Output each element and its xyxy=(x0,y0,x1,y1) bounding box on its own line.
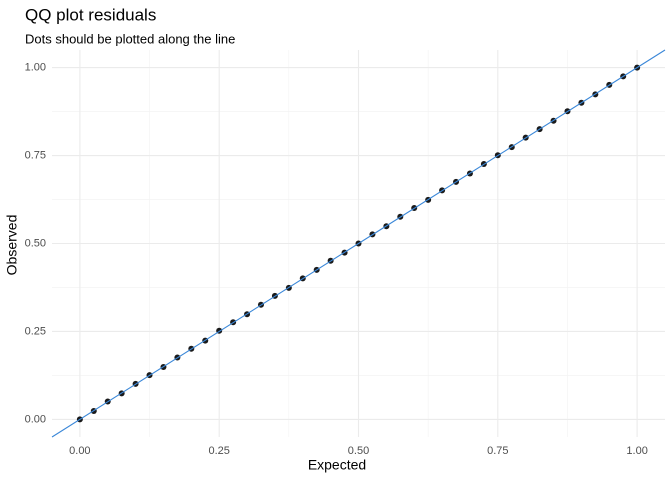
x-tick-label: 0.00 xyxy=(69,445,90,457)
chart-subtitle: Dots should be plotted along the line xyxy=(25,31,235,46)
x-tick-label: 0.25 xyxy=(208,445,229,457)
x-axis-label: Expected xyxy=(308,457,366,473)
y-tick-label: 0.75 xyxy=(25,149,46,161)
chart-title: QQ plot residuals xyxy=(25,5,156,24)
y-tick-label: 0.25 xyxy=(25,325,46,337)
y-tick-label: 0.50 xyxy=(25,237,46,249)
y-tick-label: 0.00 xyxy=(25,413,46,425)
y-tick-label: 1.00 xyxy=(25,61,46,73)
x-tick-label: 1.00 xyxy=(626,445,647,457)
x-tick-label: 0.50 xyxy=(348,445,369,457)
x-tick-label: 0.75 xyxy=(487,445,508,457)
y-axis-label: Observed xyxy=(4,215,20,276)
reference-line xyxy=(51,49,666,438)
